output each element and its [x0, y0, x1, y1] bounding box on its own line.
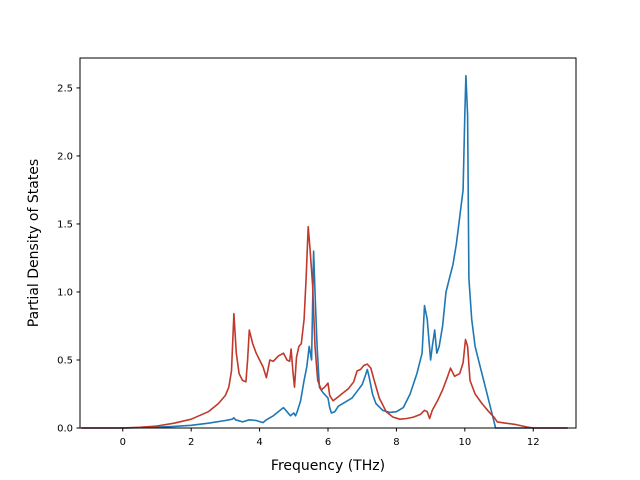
x-tick-label: 8	[393, 437, 399, 448]
x-tick-label: 2	[188, 437, 194, 448]
series-layer	[80, 74, 569, 429]
y-tick-label: 0.0	[57, 424, 73, 435]
y-tick-label: 2.5	[57, 83, 73, 94]
y-tick-label: 1.0	[57, 287, 73, 298]
y-axis-label: Partial Density of States	[26, 159, 42, 327]
y-tick-label: 2.0	[57, 151, 73, 162]
x-tick-label: 6	[325, 437, 331, 448]
x-tick-label: 10	[458, 437, 471, 448]
x-tick-label: 12	[527, 437, 540, 448]
x-axis-label: Frequency (THz)	[271, 458, 385, 474]
y-tick-label: 1.5	[57, 219, 73, 230]
plot-frame	[79, 57, 577, 429]
y-tick-label: 0.5	[57, 355, 73, 366]
axes-layer: 0 2 4 6 8 10 12 0.0 0.5 1.0 1.5 2.0 2.5	[57, 83, 540, 448]
series-line-2	[80, 225, 569, 429]
x-tick-label: 0	[120, 437, 126, 448]
series-line-1	[80, 74, 569, 429]
x-tick-label: 4	[256, 437, 262, 448]
plot-area	[80, 58, 576, 428]
